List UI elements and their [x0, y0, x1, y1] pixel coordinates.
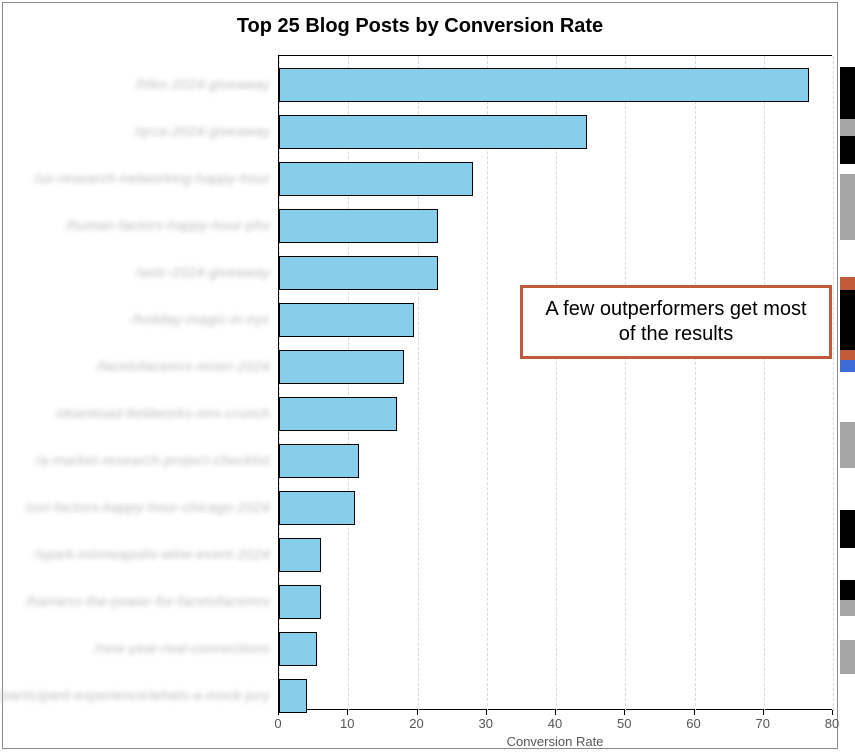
edge-stripe: [840, 119, 855, 136]
y-axis-label: /uxr-factors-happy-hour-chicago-2024: [25, 499, 270, 515]
y-axis-label: /holiday-magic-in-nyc: [131, 311, 270, 327]
edge-stripe: [840, 0, 855, 67]
edge-stripe: [840, 510, 855, 548]
bar: [279, 256, 438, 290]
x-tick-mark: [347, 710, 348, 715]
edge-stripe: [840, 548, 855, 580]
x-axis-title: Conversion Rate: [278, 734, 832, 749]
edge-stripe: [840, 600, 855, 616]
chart-frame: Top 25 Blog Posts by Conversion Rate /hf…: [2, 2, 838, 749]
gridline: [764, 56, 765, 711]
edge-stripe: [840, 350, 855, 360]
bar: [279, 115, 587, 149]
gridline: [625, 56, 626, 711]
bar: [279, 162, 473, 196]
x-tick-label: 10: [332, 716, 362, 731]
edge-stripe: [840, 674, 855, 755]
bar: [279, 632, 317, 666]
x-tick-mark: [624, 710, 625, 715]
x-tick-label: 70: [748, 716, 778, 731]
x-tick-mark: [278, 710, 279, 715]
y-axis-label: /new-year-real-connections: [94, 640, 270, 656]
x-tick-label: 40: [540, 716, 570, 731]
bar: [279, 303, 414, 337]
y-axis-label: /hfes-2024-giveaway: [135, 76, 270, 92]
y-axis-label: /harness-the-power-for-facetofacemrx: [26, 593, 271, 609]
x-tick-mark: [555, 710, 556, 715]
bar: [279, 209, 438, 243]
x-tick-label: 50: [609, 716, 639, 731]
edge-stripe: [840, 616, 855, 640]
edge-stripe: [840, 277, 855, 290]
y-axis-label: /qrca-2024-giveaway: [134, 123, 270, 139]
y-axis-label: /spark-minneapolis-wine-event-2024: [34, 546, 270, 562]
y-axis-label: /astc-2024-giveaway: [136, 264, 270, 280]
edge-stripe: [840, 640, 855, 674]
y-axis-label: /human-factors-happy-hour-phx: [65, 217, 270, 233]
gridline: [556, 56, 557, 711]
bar: [279, 491, 355, 525]
x-tick-mark: [486, 710, 487, 715]
bar: [279, 68, 809, 102]
gridline: [418, 56, 419, 711]
edge-stripe: [840, 360, 855, 372]
chart-title: Top 25 Blog Posts by Conversion Rate: [3, 15, 837, 38]
y-axis-label: /a-market-research-project-checklist: [36, 452, 270, 468]
y-axis-label: /facetofacemrx-mixer-2024: [96, 358, 270, 374]
x-tick-label: 20: [402, 716, 432, 731]
edge-stripe: [840, 174, 855, 240]
x-tick-mark: [694, 710, 695, 715]
x-tick-mark: [763, 710, 764, 715]
y-axis-label: /ux-research-networking-happy-hour: [34, 170, 270, 186]
x-tick-label: 0: [263, 716, 293, 731]
y-axis-label: /participant-experience/whats-a-mock-jur…: [0, 687, 270, 703]
x-tick-label: 60: [679, 716, 709, 731]
bar: [279, 350, 404, 384]
x-tick-mark: [417, 710, 418, 715]
edge-stripe: [840, 67, 855, 119]
edge-stripe: [840, 136, 855, 164]
edge-stripe: [840, 164, 855, 174]
edge-stripe: [840, 290, 855, 350]
edge-stripe: [840, 422, 855, 468]
bar: [279, 585, 321, 619]
bar: [279, 538, 321, 572]
edge-stripe: [840, 240, 855, 277]
annotation-callout: A few outperformers get most of the resu…: [520, 285, 832, 359]
bar: [279, 679, 307, 713]
bar: [279, 444, 359, 478]
right-edge-stripes: [840, 0, 855, 755]
gridline: [487, 56, 488, 711]
gridline: [833, 56, 834, 711]
x-tick-label: 30: [471, 716, 501, 731]
bar: [279, 397, 397, 431]
x-tick-mark: [832, 710, 833, 715]
plot-area: [278, 55, 832, 710]
y-axis-label: /download-fieldworks-mrx-crunch: [55, 405, 270, 421]
gridline: [695, 56, 696, 711]
edge-stripe: [840, 372, 855, 422]
edge-stripe: [840, 580, 855, 600]
edge-stripe: [840, 468, 855, 510]
